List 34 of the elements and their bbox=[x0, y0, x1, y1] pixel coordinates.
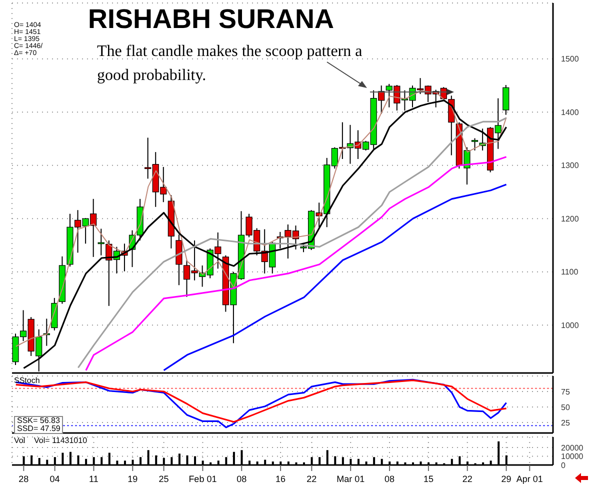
y-tick-label: 0 bbox=[561, 460, 566, 470]
x-tick-label: 25 bbox=[158, 474, 169, 484]
y-tick-label: 1000 bbox=[561, 320, 580, 330]
x-tick-label: Mar 01 bbox=[336, 474, 365, 484]
chart-title: SStoch bbox=[14, 376, 40, 385]
x-tick-label: 08 bbox=[384, 474, 395, 484]
x-tick-label: 16 bbox=[276, 474, 286, 484]
y-tick-label: 1300 bbox=[561, 161, 580, 170]
y-tick-label: 25 bbox=[561, 418, 570, 428]
y-tick-label: 1400 bbox=[561, 108, 580, 117]
x-tick-label: Feb 01 bbox=[188, 474, 217, 484]
x-tick-label: 29 bbox=[501, 474, 512, 484]
x-tick-label: 11 bbox=[89, 474, 98, 484]
x-tick-label: 22 bbox=[306, 474, 317, 484]
y-tick-label: 10000 bbox=[561, 452, 584, 462]
y-tick-label: 1100 bbox=[561, 268, 579, 277]
y-tick-label: 20000 bbox=[561, 443, 584, 452]
x-tick-label: 22 bbox=[462, 474, 472, 484]
chart-title: RISHABH SURANA bbox=[88, 4, 334, 35]
chart-title: Vol bbox=[14, 436, 26, 445]
annotation: SSK= 56.83 bbox=[17, 416, 60, 425]
x-tick-label: 04 bbox=[50, 474, 60, 484]
x-tick-label: 28 bbox=[18, 474, 29, 484]
y-tick-label: 1200 bbox=[561, 214, 580, 224]
x-tick-label: 15 bbox=[423, 474, 434, 484]
y-tick-label: 1500 bbox=[561, 54, 580, 64]
x-tick-label: Apr 01 bbox=[516, 474, 543, 484]
annotation: SSD= 47.59 bbox=[17, 424, 60, 433]
y-tick-label: 75 bbox=[561, 387, 570, 396]
x-tick-label: 19 bbox=[128, 474, 138, 484]
annotation: Vol= 11431010 bbox=[34, 436, 88, 445]
annotation: The flat candle makes the scoop pattern a good probability. bbox=[97, 42, 364, 86]
y-tick-label: 50 bbox=[561, 402, 570, 412]
x-tick-label: 08 bbox=[236, 474, 247, 484]
